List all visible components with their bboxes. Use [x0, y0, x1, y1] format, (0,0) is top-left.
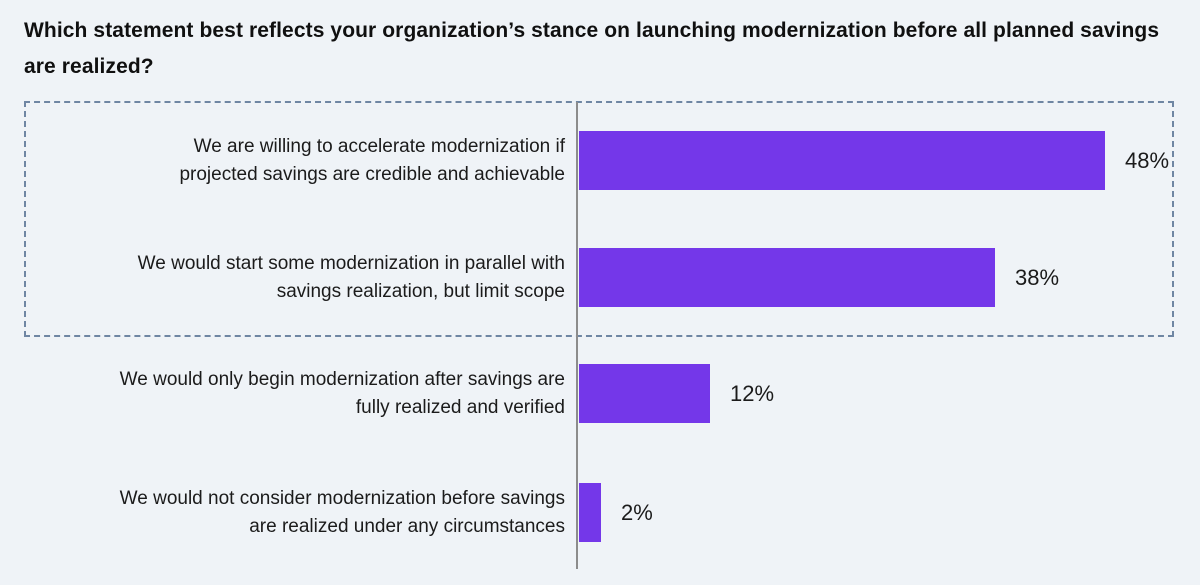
bar-row: We are willing to accelerate modernizati…	[0, 131, 1200, 190]
category-label: We are willing to accelerate modernizati…	[5, 133, 565, 189]
bar-row: We would not consider modernization befo…	[0, 483, 1200, 542]
highlight-box	[24, 101, 1174, 337]
category-label-line: We would not consider modernization befo…	[119, 487, 565, 509]
bar	[579, 483, 601, 542]
category-label-line: savings realization, but limit scope	[276, 280, 565, 302]
category-label-line: We would start some modernization in par…	[137, 252, 565, 274]
category-label: We would not consider modernization befo…	[5, 485, 565, 541]
category-label-line: projected savings are credible and achie…	[179, 163, 565, 185]
category-label: We would start some modernization in par…	[5, 250, 565, 306]
category-label-line: We would only begin modernization after …	[119, 368, 565, 390]
value-label: 2%	[621, 499, 653, 525]
chart-title: Which statement best reflects your organ…	[24, 19, 1160, 78]
bar	[579, 248, 995, 307]
bar	[579, 131, 1105, 190]
value-label: 38%	[1015, 264, 1060, 290]
category-label-line: are realized under any circumstances	[249, 515, 565, 537]
bar-row: We would only begin modernization after …	[0, 364, 1200, 423]
bar	[579, 364, 710, 423]
value-label: 48%	[1125, 147, 1170, 173]
category-label-line: fully realized and verified	[355, 396, 565, 418]
category-label: We would only begin modernization after …	[5, 366, 565, 422]
bar-row: We would start some modernization in par…	[0, 248, 1200, 307]
y-axis-line	[576, 102, 578, 569]
value-label: 12%	[730, 380, 775, 406]
category-label-line: We are willing to accelerate modernizati…	[193, 135, 565, 157]
